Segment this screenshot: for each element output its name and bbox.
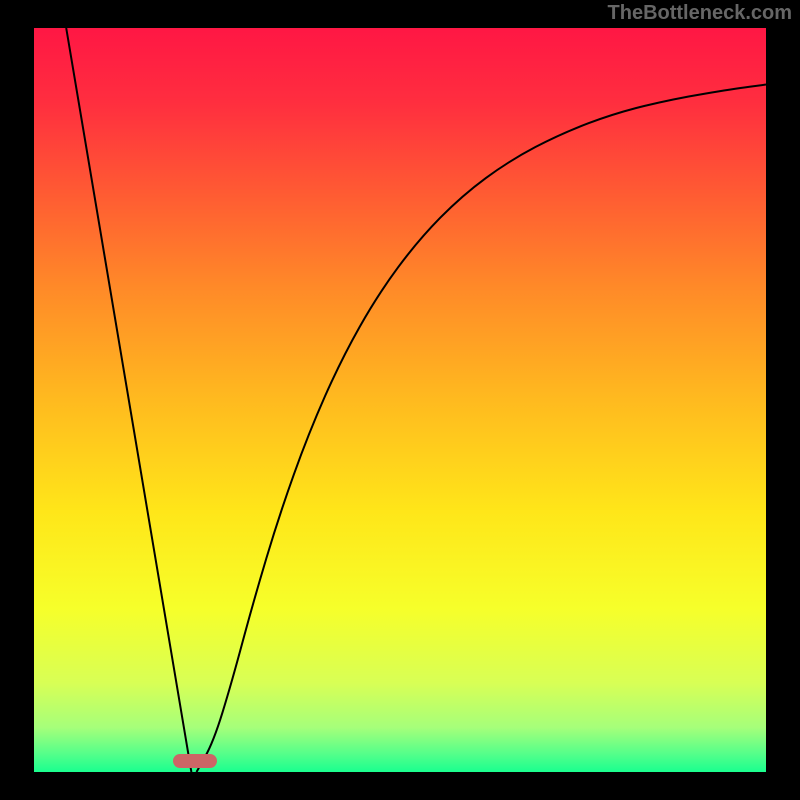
chart-container: TheBottleneck.com	[0, 0, 800, 800]
bottleneck-chart	[0, 0, 800, 800]
plot-area	[34, 28, 766, 772]
optimal-marker	[173, 754, 217, 767]
watermark-text: TheBottleneck.com	[608, 2, 792, 25]
